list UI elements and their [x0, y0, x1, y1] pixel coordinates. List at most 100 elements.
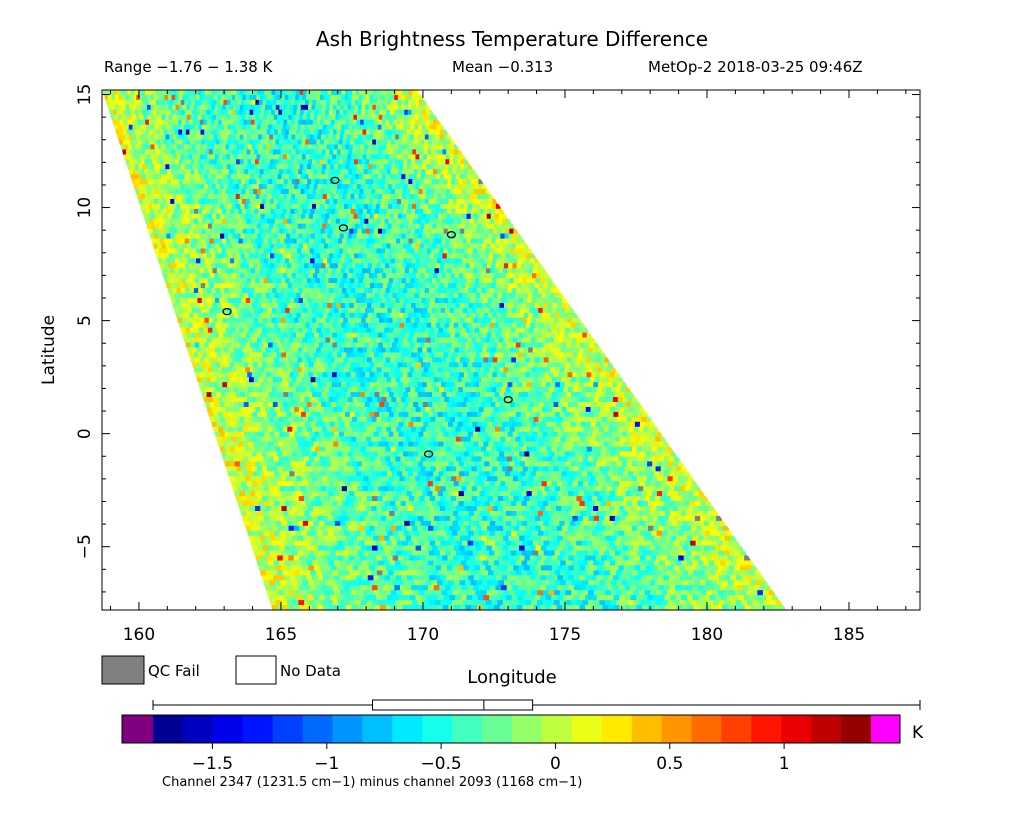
heatmap-cell [447, 268, 453, 274]
heatmap-cell [322, 223, 327, 230]
heatmap-cell [242, 218, 248, 225]
heatmap-cell [232, 134, 237, 141]
heatmap-cell [259, 238, 264, 245]
heatmap-cell [291, 342, 297, 349]
heatmap-cell [328, 154, 333, 160]
heatmap-cell [288, 347, 294, 354]
heatmap-cell [158, 248, 164, 255]
heatmap-cell [324, 174, 329, 180]
heatmap-cell [190, 114, 195, 121]
heatmap-cell [234, 337, 240, 344]
heatmap-cell [387, 134, 392, 141]
heatmap-cell [332, 243, 338, 250]
heatmap-cell [568, 352, 574, 359]
heatmap-cell [217, 134, 222, 141]
heatmap-cell [358, 253, 364, 259]
heatmap-cell [278, 169, 284, 175]
heatmap-cell [388, 218, 394, 225]
heatmap-cell [257, 327, 263, 334]
heatmap-cell [376, 288, 382, 294]
heatmap-cell [315, 124, 320, 131]
heatmap-cell [350, 159, 355, 165]
heatmap-cell [170, 283, 176, 289]
heatmap-cell [357, 114, 362, 121]
heatmap-cell [274, 303, 280, 309]
heatmap-cell [433, 342, 439, 349]
heatmap-cell [385, 179, 390, 185]
heatmap-cell [312, 159, 317, 165]
heatmap-cell [341, 278, 347, 284]
heatmap-cell [559, 352, 565, 359]
heatmap-cell [151, 169, 157, 175]
heatmap-cell [309, 169, 315, 175]
heatmap-cell [467, 253, 473, 259]
heatmap-cell [278, 253, 284, 259]
heatmap-cell [161, 144, 167, 151]
heatmap-cell [441, 164, 446, 170]
heatmap-cell [481, 268, 487, 274]
heatmap-cell [143, 213, 148, 220]
heatmap-cell [186, 189, 191, 195]
heatmap-cell [300, 228, 305, 235]
heatmap-cell [462, 337, 468, 344]
heatmap-cell [181, 253, 187, 259]
heatmap-cell [412, 90, 417, 96]
heatmap-cell [386, 109, 391, 116]
heatmap-cell [249, 124, 254, 131]
heatmap-cell [528, 268, 534, 274]
heatmap-cell [274, 184, 279, 190]
heatmap-cell [136, 95, 141, 101]
heatmap-cell [178, 243, 183, 250]
heatmap-cell [344, 258, 349, 264]
heatmap-cell [435, 228, 441, 235]
heatmap-cell [330, 144, 335, 151]
heatmap-cell [467, 337, 473, 344]
heatmap-cell [553, 298, 559, 304]
heatmap-cell [228, 243, 233, 250]
heatmap-cell [435, 184, 440, 190]
heatmap-cell [322, 208, 328, 215]
heatmap-cell [278, 293, 284, 299]
heatmap-cell [212, 327, 218, 334]
heatmap-cell [425, 114, 430, 121]
heatmap-cell [431, 322, 437, 329]
heatmap-cell [577, 332, 583, 339]
heatmap-cell [353, 347, 359, 354]
heatmap-cell [148, 139, 154, 146]
heatmap-cell [442, 184, 448, 190]
heatmap-cell [349, 139, 355, 146]
heatmap-cell [372, 104, 377, 111]
heatmap-cell [348, 149, 353, 155]
heatmap-cell [202, 179, 207, 185]
heatmap-cell [334, 90, 339, 96]
heatmap-cell [491, 317, 497, 324]
heatmap-cell [435, 134, 441, 141]
heatmap-cell [486, 218, 491, 225]
heatmap-cell [130, 119, 135, 126]
heatmap-cell [372, 184, 377, 190]
heatmap-cell [371, 144, 376, 151]
heatmap-cell [389, 303, 395, 309]
heatmap-cell [365, 228, 371, 235]
heatmap-cell [407, 312, 413, 319]
heatmap-cell [464, 317, 470, 324]
heatmap-cell [356, 307, 362, 314]
heatmap-cell [266, 99, 271, 106]
heatmap-cell [316, 347, 322, 354]
heatmap-cell [316, 228, 322, 235]
heatmap-cell [169, 268, 175, 274]
heatmap-cell [424, 174, 430, 180]
heatmap-cell [301, 99, 306, 106]
heatmap-cell [273, 332, 279, 339]
heatmap-cell [434, 268, 440, 274]
heatmap-cell [238, 312, 244, 319]
heatmap-cell [552, 342, 558, 349]
heatmap-cell [398, 169, 403, 175]
heatmap-cell [244, 223, 250, 230]
heatmap-cell [144, 203, 149, 210]
heatmap-cell [353, 114, 358, 121]
heatmap-cell [471, 203, 477, 210]
heatmap-cell [249, 342, 255, 349]
heatmap-cell [206, 199, 211, 205]
heatmap-cell [305, 169, 311, 175]
